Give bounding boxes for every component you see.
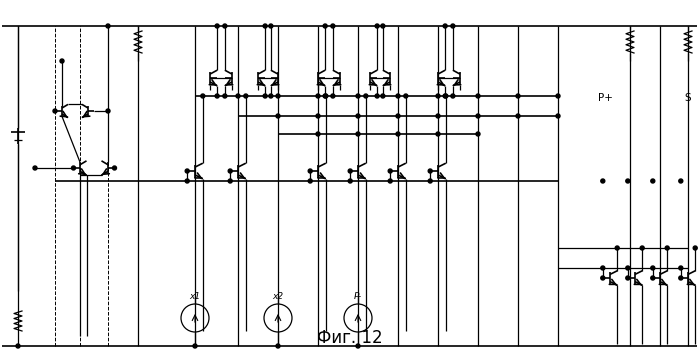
- Circle shape: [443, 94, 447, 98]
- Circle shape: [215, 94, 219, 98]
- Circle shape: [601, 276, 605, 280]
- Circle shape: [236, 94, 240, 98]
- Circle shape: [53, 109, 57, 113]
- Circle shape: [348, 179, 352, 183]
- Circle shape: [404, 94, 408, 98]
- Circle shape: [556, 94, 560, 98]
- Circle shape: [615, 246, 619, 250]
- Circle shape: [316, 94, 320, 98]
- Circle shape: [356, 132, 360, 136]
- Circle shape: [215, 24, 219, 28]
- Circle shape: [451, 94, 455, 98]
- Text: Фиг. 12: Фиг. 12: [317, 329, 382, 347]
- Circle shape: [626, 179, 630, 183]
- Circle shape: [185, 169, 189, 173]
- Circle shape: [451, 24, 455, 28]
- Text: P-: P-: [354, 292, 362, 301]
- Circle shape: [308, 179, 312, 183]
- Circle shape: [323, 94, 327, 98]
- Circle shape: [651, 179, 655, 183]
- Circle shape: [106, 24, 110, 28]
- Circle shape: [388, 169, 392, 173]
- Circle shape: [244, 94, 248, 98]
- Circle shape: [356, 94, 360, 98]
- Circle shape: [665, 246, 669, 250]
- Circle shape: [651, 266, 655, 270]
- Circle shape: [316, 114, 320, 118]
- Circle shape: [33, 166, 37, 170]
- Circle shape: [601, 266, 605, 270]
- Circle shape: [223, 94, 227, 98]
- Circle shape: [71, 166, 75, 170]
- Circle shape: [316, 132, 320, 136]
- Circle shape: [348, 169, 352, 173]
- Circle shape: [381, 94, 385, 98]
- Circle shape: [185, 179, 189, 183]
- Circle shape: [640, 246, 644, 250]
- Circle shape: [626, 266, 630, 270]
- Circle shape: [276, 94, 280, 98]
- Circle shape: [363, 94, 368, 98]
- Circle shape: [428, 169, 432, 173]
- Circle shape: [679, 276, 683, 280]
- Circle shape: [626, 276, 630, 280]
- Circle shape: [113, 166, 117, 170]
- Circle shape: [323, 24, 327, 28]
- Circle shape: [375, 24, 379, 28]
- Circle shape: [436, 132, 440, 136]
- Circle shape: [331, 24, 335, 28]
- Circle shape: [601, 179, 605, 183]
- Circle shape: [324, 94, 328, 98]
- Circle shape: [16, 344, 20, 348]
- Circle shape: [193, 344, 197, 348]
- Circle shape: [516, 114, 520, 118]
- Circle shape: [396, 94, 400, 98]
- Circle shape: [396, 114, 400, 118]
- Circle shape: [308, 169, 312, 173]
- Circle shape: [269, 24, 273, 28]
- Circle shape: [356, 114, 360, 118]
- Circle shape: [201, 94, 205, 98]
- Circle shape: [276, 114, 280, 118]
- Text: P+: P+: [598, 93, 613, 103]
- Circle shape: [263, 94, 267, 98]
- Circle shape: [388, 179, 392, 183]
- Circle shape: [679, 266, 683, 270]
- Circle shape: [228, 169, 232, 173]
- Circle shape: [476, 94, 480, 98]
- Circle shape: [396, 132, 400, 136]
- Text: x2: x2: [273, 292, 284, 301]
- Circle shape: [269, 94, 273, 98]
- Circle shape: [679, 179, 683, 183]
- Text: x1: x1: [189, 292, 201, 301]
- Circle shape: [375, 94, 379, 98]
- Circle shape: [436, 114, 440, 118]
- Circle shape: [443, 24, 447, 28]
- Circle shape: [60, 59, 64, 63]
- Circle shape: [476, 132, 480, 136]
- Circle shape: [223, 24, 227, 28]
- Circle shape: [106, 109, 110, 113]
- Circle shape: [556, 114, 560, 118]
- Circle shape: [476, 114, 480, 118]
- Circle shape: [276, 344, 280, 348]
- Circle shape: [228, 179, 232, 183]
- Circle shape: [444, 94, 448, 98]
- Circle shape: [356, 344, 360, 348]
- Circle shape: [381, 24, 385, 28]
- Circle shape: [436, 94, 440, 98]
- Circle shape: [693, 246, 697, 250]
- Circle shape: [516, 94, 520, 98]
- Circle shape: [651, 276, 655, 280]
- Text: S: S: [684, 93, 691, 103]
- Circle shape: [263, 24, 267, 28]
- Circle shape: [428, 179, 432, 183]
- Circle shape: [331, 94, 335, 98]
